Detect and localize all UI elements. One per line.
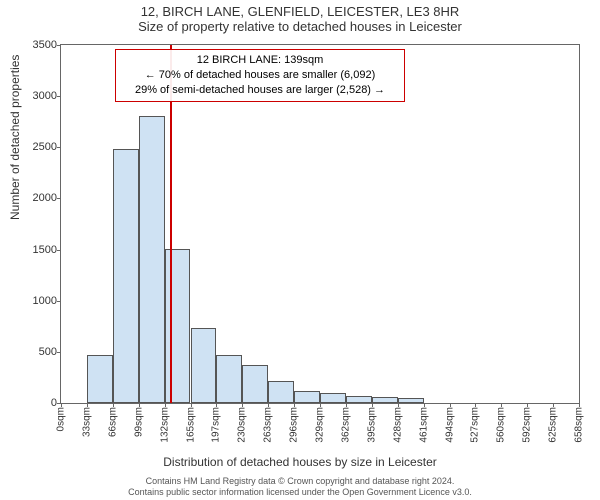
y-tick-mark bbox=[57, 147, 61, 148]
y-tick-mark bbox=[57, 352, 61, 353]
histogram-bar bbox=[216, 355, 242, 403]
y-tick-label: 1500 bbox=[33, 244, 57, 256]
histogram-bar bbox=[139, 116, 165, 403]
x-tick-label: 33sqm bbox=[81, 407, 92, 437]
y-tick-label: 3000 bbox=[33, 90, 57, 102]
histogram-bar bbox=[87, 355, 113, 403]
y-tick-mark bbox=[57, 250, 61, 251]
x-axis-label: Distribution of detached houses by size … bbox=[0, 455, 600, 469]
histogram-bar bbox=[242, 365, 268, 403]
y-tick-label: 1000 bbox=[33, 295, 57, 307]
x-tick-label: 560sqm bbox=[496, 407, 507, 443]
x-tick-label: 99sqm bbox=[133, 407, 144, 437]
y-tick-label: 3500 bbox=[33, 39, 57, 51]
x-tick-label: 362sqm bbox=[340, 407, 351, 443]
footer-line1: Contains HM Land Registry data © Crown c… bbox=[0, 476, 600, 487]
x-tick-label: 395sqm bbox=[366, 407, 377, 443]
y-tick-mark bbox=[57, 45, 61, 46]
histogram-bar bbox=[113, 149, 139, 403]
y-tick-mark bbox=[57, 96, 61, 97]
legend-box: 12 BIRCH LANE: 139sqm← 70% of detached h… bbox=[115, 49, 405, 102]
x-tick-label: 296sqm bbox=[289, 407, 300, 443]
histogram-bar bbox=[165, 249, 191, 403]
histogram-bar bbox=[294, 391, 320, 403]
x-tick-label: 625sqm bbox=[548, 407, 559, 443]
y-tick-mark bbox=[57, 301, 61, 302]
x-tick-label: 461sqm bbox=[418, 407, 429, 443]
footer-line2: Contains public sector information licen… bbox=[0, 487, 600, 498]
x-tick-label: 263sqm bbox=[263, 407, 274, 443]
y-tick-label: 2500 bbox=[33, 141, 57, 153]
histogram-bar bbox=[346, 396, 372, 403]
x-tick-label: 0sqm bbox=[56, 407, 67, 431]
legend-line3: 29% of semi-detached houses are larger (… bbox=[122, 83, 398, 98]
y-tick-label: 2000 bbox=[33, 192, 57, 204]
histogram-bar bbox=[398, 398, 424, 403]
x-tick-label: 592sqm bbox=[522, 407, 533, 443]
page-title-line2: Size of property relative to detached ho… bbox=[0, 19, 600, 34]
footer-attribution: Contains HM Land Registry data © Crown c… bbox=[0, 476, 600, 498]
histogram-bar bbox=[268, 381, 294, 404]
histogram-bar bbox=[191, 328, 217, 403]
legend-line1: 12 BIRCH LANE: 139sqm bbox=[122, 53, 398, 68]
y-axis-label: Number of detached properties bbox=[8, 55, 22, 220]
histogram-chart: 05001000150020002500300035000sqm33sqm66s… bbox=[60, 44, 580, 404]
page-title-line1: 12, BIRCH LANE, GLENFIELD, LEICESTER, LE… bbox=[0, 4, 600, 19]
x-tick-label: 658sqm bbox=[574, 407, 585, 443]
x-tick-label: 230sqm bbox=[237, 407, 248, 443]
x-tick-label: 165sqm bbox=[185, 407, 196, 443]
histogram-bar bbox=[320, 393, 346, 403]
y-tick-label: 500 bbox=[39, 346, 57, 358]
legend-line2: ← 70% of detached houses are smaller (6,… bbox=[122, 68, 398, 83]
x-tick-label: 329sqm bbox=[315, 407, 326, 443]
x-tick-label: 66sqm bbox=[107, 407, 118, 437]
y-tick-mark bbox=[57, 198, 61, 199]
x-tick-label: 428sqm bbox=[392, 407, 403, 443]
x-tick-label: 494sqm bbox=[444, 407, 455, 443]
x-tick-label: 197sqm bbox=[211, 407, 222, 443]
x-tick-label: 527sqm bbox=[470, 407, 481, 443]
x-tick-label: 132sqm bbox=[159, 407, 170, 443]
histogram-bar bbox=[372, 397, 398, 403]
